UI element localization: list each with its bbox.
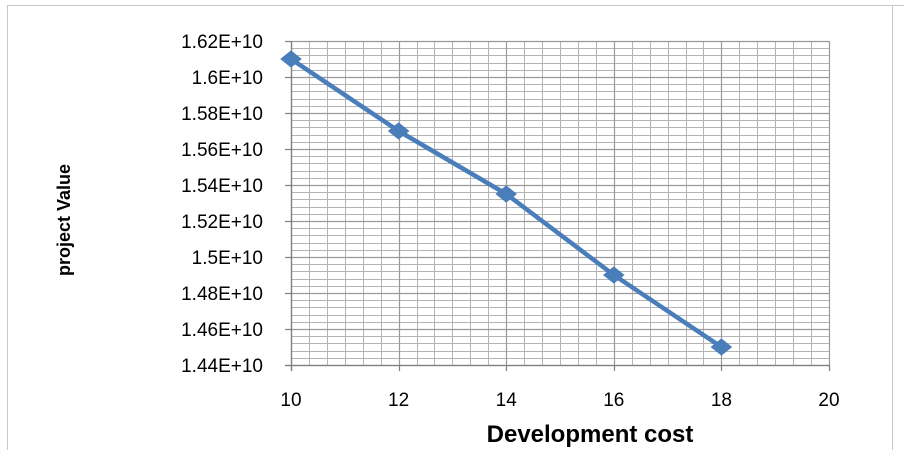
y-tick-label: 1.5E+10 bbox=[192, 248, 263, 269]
frame-border-right bbox=[892, 5, 893, 450]
frame-border-top bbox=[7, 5, 904, 6]
data-point-marker bbox=[602, 266, 625, 284]
x-axis-title: Development cost bbox=[487, 421, 694, 448]
x-tick-label: 16 bbox=[603, 390, 624, 411]
y-tick-label: 1.62E+10 bbox=[181, 32, 263, 53]
data-point-marker bbox=[387, 122, 410, 140]
series-layer bbox=[280, 50, 733, 356]
x-tick-label: 14 bbox=[496, 390, 518, 411]
y-tick-label: 1.54E+10 bbox=[181, 176, 263, 197]
axes bbox=[285, 40, 831, 371]
y-axis-title: project Value bbox=[54, 164, 74, 276]
grid-lines bbox=[290, 40, 831, 367]
tick-labels: 1.44E+10 1.46E+10 1.48E+10 1.5E+10 1.52E+10 1… bbox=[181, 32, 839, 411]
frame-border-left bbox=[7, 5, 8, 450]
y-tick-label: 1.44E+10 bbox=[181, 356, 263, 377]
x-tick-label: 18 bbox=[711, 390, 732, 411]
y-tick-label: 1.58E+10 bbox=[181, 104, 263, 125]
y-tick-label: 1.46E+10 bbox=[181, 320, 263, 341]
data-point-marker bbox=[280, 50, 302, 68]
x-tick-label: 10 bbox=[280, 390, 301, 411]
y-tick-label: 1.56E+10 bbox=[181, 140, 263, 161]
data-point-marker bbox=[495, 185, 518, 203]
y-tick-label: 1.52E+10 bbox=[181, 212, 263, 233]
data-point-marker bbox=[710, 338, 733, 356]
x-tick-label: 12 bbox=[388, 390, 409, 411]
y-tick-label: 1.6E+10 bbox=[192, 68, 263, 89]
x-tick-label: 20 bbox=[818, 390, 839, 411]
y-tick-label: 1.48E+10 bbox=[181, 284, 263, 305]
